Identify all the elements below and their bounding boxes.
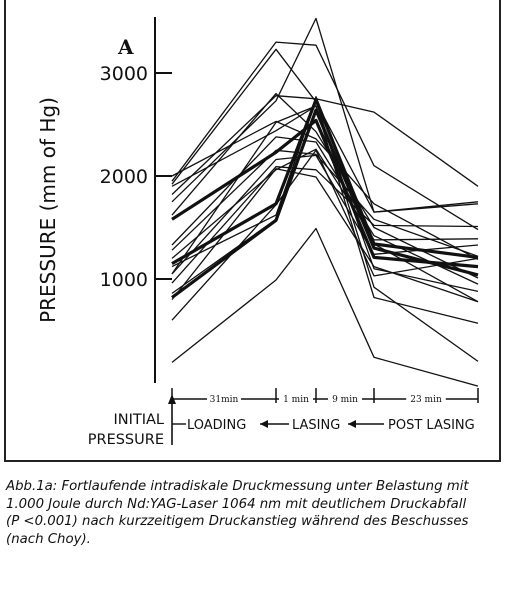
series-line: [171, 148, 479, 259]
phase-label-loading: LOADING: [187, 418, 246, 433]
initial-pressure-label: INITIAL: [113, 412, 164, 428]
series-line: [171, 154, 479, 275]
series-line: [171, 108, 479, 299]
panel-letter: A: [117, 35, 134, 59]
series-line: [171, 168, 479, 303]
series-line: [171, 149, 479, 321]
series-line: [171, 41, 479, 231]
phase-arrowhead: [260, 420, 268, 428]
figure-caption: Abb.1a: Fortlaufende intradiskale Druckm…: [6, 479, 469, 547]
series-lines: [171, 17, 479, 387]
y-tick-label: 1000: [100, 269, 148, 291]
y-tick-label: 3000: [100, 63, 148, 85]
duration-label-bg: [328, 393, 362, 405]
series-line: [171, 98, 479, 265]
figure-frame: [4, 0, 501, 462]
y-tick-label: 2000: [100, 166, 148, 188]
x-axis-annotation: 31min 1 min 9 min 23 min INITIAL PRESSURE LOAD…: [88, 388, 479, 448]
duration-label-bg: [279, 393, 313, 405]
initial-pressure-label: PRESSURE: [88, 432, 164, 448]
series-line: [171, 105, 479, 293]
phase-label-lasing: LASING: [292, 418, 340, 433]
phase-arrowhead: [348, 420, 356, 428]
duration-label: 31min: [210, 395, 239, 405]
duration-label: 23 min: [410, 395, 442, 405]
duration-label-bg: [406, 393, 446, 405]
series-line: [171, 95, 479, 195]
series-line: [171, 92, 479, 279]
series-line: [171, 166, 479, 284]
series-line: [171, 118, 479, 269]
y-axis-ticks: 1000 2000 3000: [100, 63, 172, 291]
pressure-line-chart: A PRESSURE (mm of Hg) 1000 2000 3000 31min…: [36, 17, 479, 448]
initial-pressure-arrowhead: [168, 394, 176, 404]
duration-label: 1 min: [283, 395, 309, 405]
series-line: [171, 149, 479, 257]
series-line: [171, 17, 479, 213]
duration-label-bg: [207, 393, 241, 405]
series-line: [171, 227, 479, 387]
series-line: [171, 120, 479, 260]
phase-label-post-lasing: POST LASING: [388, 418, 475, 433]
series-line: [171, 100, 479, 362]
duration-label: 9 min: [332, 395, 358, 405]
y-axis-label: PRESSURE (mm of Hg): [36, 97, 60, 323]
